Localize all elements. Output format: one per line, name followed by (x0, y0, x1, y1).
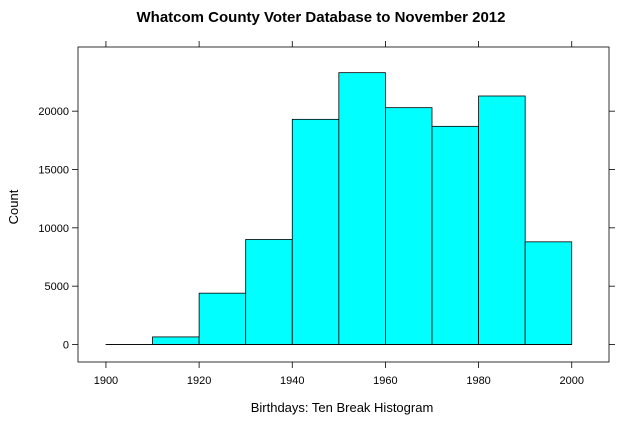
histogram-bar (245, 239, 293, 345)
x-tick-label: 1900 (94, 375, 118, 387)
x-tick-label: 1960 (373, 375, 397, 387)
y-tick-label: 0 (63, 340, 69, 352)
chart-title: Whatcom County Voter Database to Novembe… (137, 9, 506, 26)
x-tick-label: 1940 (280, 375, 304, 387)
histogram-bar (198, 292, 247, 345)
y-tick-label: 20000 (38, 106, 69, 118)
y-axis-label: Count (6, 189, 21, 224)
x-tick-label: 2000 (559, 375, 583, 387)
histogram-bar (385, 107, 433, 345)
x-tick-label: 1980 (466, 375, 490, 387)
histogram-bar (478, 95, 526, 345)
y-tick-label: 5000 (45, 281, 69, 293)
histogram-bar (152, 336, 200, 345)
x-axis-label: Birthdays: Ten Break Histogram (251, 400, 434, 415)
histogram-bar (431, 125, 479, 345)
plot-frame (77, 46, 610, 363)
histogram-bar (524, 241, 573, 345)
histogram-bar (291, 118, 340, 345)
y-tick-label: 15000 (38, 165, 69, 177)
axes-group: 1900 1920 1940 1960 1980 20000500010000150002… (38, 41, 615, 387)
y-tick-label: 10000 (38, 223, 69, 235)
bars-group (105, 72, 573, 345)
histogram-bar (338, 72, 386, 345)
x-tick-label: 1920 (187, 375, 211, 387)
